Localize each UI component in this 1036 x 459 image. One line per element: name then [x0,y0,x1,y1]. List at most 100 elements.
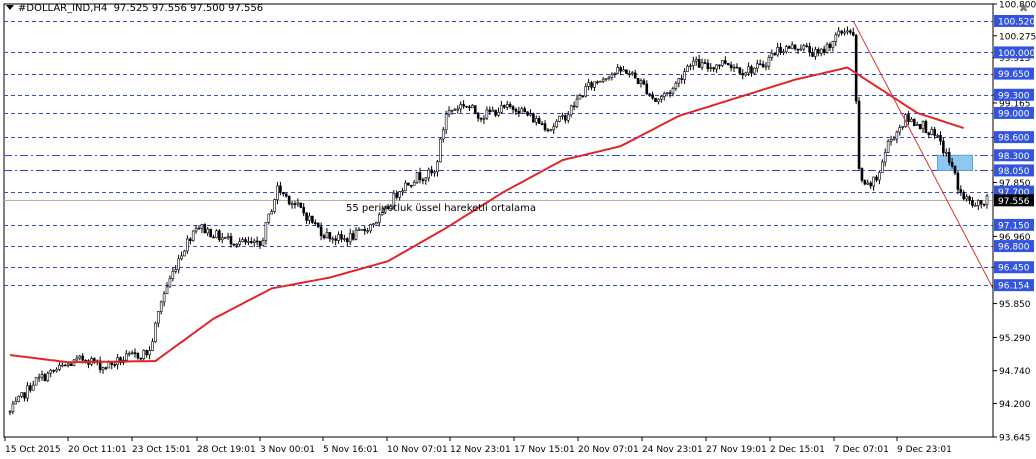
candle-body [276,185,279,200]
price-tick-label: 95.290 [999,334,1031,344]
level-price-label: 98.600 [998,134,1030,144]
candle-body [514,109,518,112]
candle-body [459,104,462,110]
candle-body [793,44,797,50]
candle-body [354,229,358,240]
candle-body [863,180,867,185]
candle-body [956,172,960,190]
candle-body [465,105,468,108]
candle-body [706,62,710,70]
level-price-tag [994,106,1034,119]
candle-body [52,370,55,372]
candle-body [55,369,58,372]
candle-body [741,73,745,76]
candle-body [645,83,649,95]
candle-body [14,401,18,405]
price-tick-label: 99.915 [999,54,1031,64]
candle-body [392,192,396,207]
candle-body [363,228,367,232]
candle-body [628,73,631,75]
candle-body [689,65,692,67]
level-price-label: 99.000 [998,109,1030,119]
candle-body [360,228,364,231]
candle-body [619,67,622,72]
candle-body [878,172,881,181]
candle-body [944,151,948,154]
candle-body [168,278,172,288]
candle-body [261,240,265,246]
candle-body [409,184,413,187]
level-price-label: 98.300 [998,152,1030,162]
candle-body [942,140,945,153]
candle-body [270,211,273,215]
candle-body [613,73,617,75]
candle-body [729,64,733,69]
trendline [852,20,994,289]
candle-body [834,34,838,42]
candle-body [965,196,968,200]
candle-body [191,230,195,242]
candle-body [959,189,963,193]
candle-body [505,104,509,108]
candle-body [299,202,303,208]
candle-body [127,352,131,355]
candle-body [375,222,378,225]
candle-body [782,51,785,54]
candle-body [889,139,893,142]
candle-body [535,118,538,123]
level-price-tag [994,88,1034,101]
candle-body [520,108,524,114]
candle-body [866,182,870,185]
candle-body [407,182,410,186]
level-price-tag [994,261,1034,274]
candle-body [331,238,335,241]
candle-body [674,82,678,89]
candle-body [232,243,236,246]
candle-body [377,214,381,223]
candle-body [677,78,681,84]
candle-body [343,238,346,240]
candle-body [63,364,67,367]
triangle-down-icon[interactable] [6,5,14,10]
candle-body [924,121,928,134]
candle-body [468,106,471,109]
candle-body [776,46,779,56]
candle-body [814,49,817,57]
candle-body [564,115,567,121]
time-label: 9 Dec 23:01 [897,445,952,455]
candle-body [424,177,428,181]
candle-body [668,92,672,95]
candle-body [244,239,247,243]
candle-body [758,63,762,66]
level-price-tag [994,131,1034,144]
candle-body [430,169,433,174]
candle-body [69,363,73,366]
price-tick-label: 97.850 [999,179,1031,189]
candle-body [854,34,858,102]
candle-body [194,227,198,232]
candle-body [828,43,832,48]
candle-body [29,385,32,391]
candle-body [724,60,727,64]
candle-body [843,31,846,34]
candle-body [831,41,835,48]
candle-body [357,229,361,231]
candle-body [49,370,53,374]
candle-body [639,80,643,84]
candle-body [479,117,483,120]
candle-body [250,241,253,244]
close-icon[interactable]: ✖ [1019,2,1029,15]
chart-header[interactable]: #DOLLAR_IND,H4 97.525 97.556 97.500 97.5… [6,3,263,14]
candle-body [540,123,544,125]
candle-body [837,30,841,36]
candle-body [142,350,146,359]
candle-body [252,240,256,244]
candle-body [590,82,593,88]
candle-body [625,69,628,74]
candle-body [404,182,407,192]
candle-body [151,341,154,351]
candle-body [601,78,605,82]
candle-body [264,222,268,241]
candle-body [936,135,939,137]
